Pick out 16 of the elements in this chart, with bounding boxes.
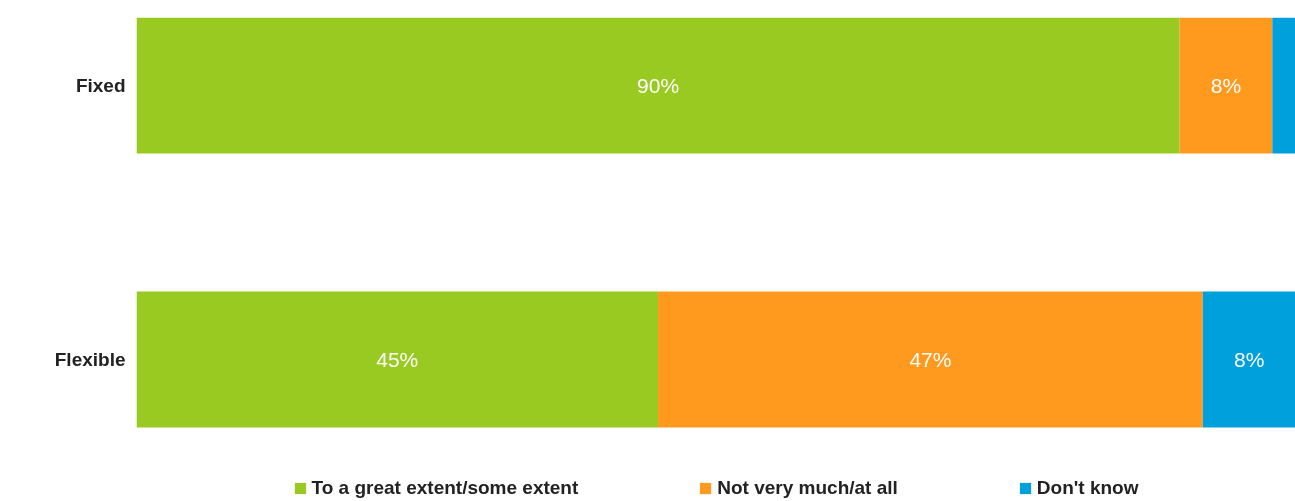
bar (1272, 17, 1295, 154)
bar (658, 291, 1203, 428)
data-label: 8% (1210, 73, 1242, 97)
bar (136, 17, 1180, 154)
data-label: 8% (1233, 348, 1265, 372)
legend-label: Don't know (1036, 477, 1139, 499)
data-label: 90% (637, 73, 680, 97)
legend-label: Not very much/at all (717, 477, 898, 499)
data-label: 45% (376, 348, 419, 372)
y-tick-label: Fixed (75, 74, 126, 96)
bar (1202, 291, 1295, 428)
data-label: 47% (909, 348, 952, 372)
y-tick-label: Flexible (54, 349, 126, 371)
bar (1179, 17, 1273, 154)
legend-label: To a great extent/some extent (311, 477, 579, 499)
bar (136, 291, 659, 428)
